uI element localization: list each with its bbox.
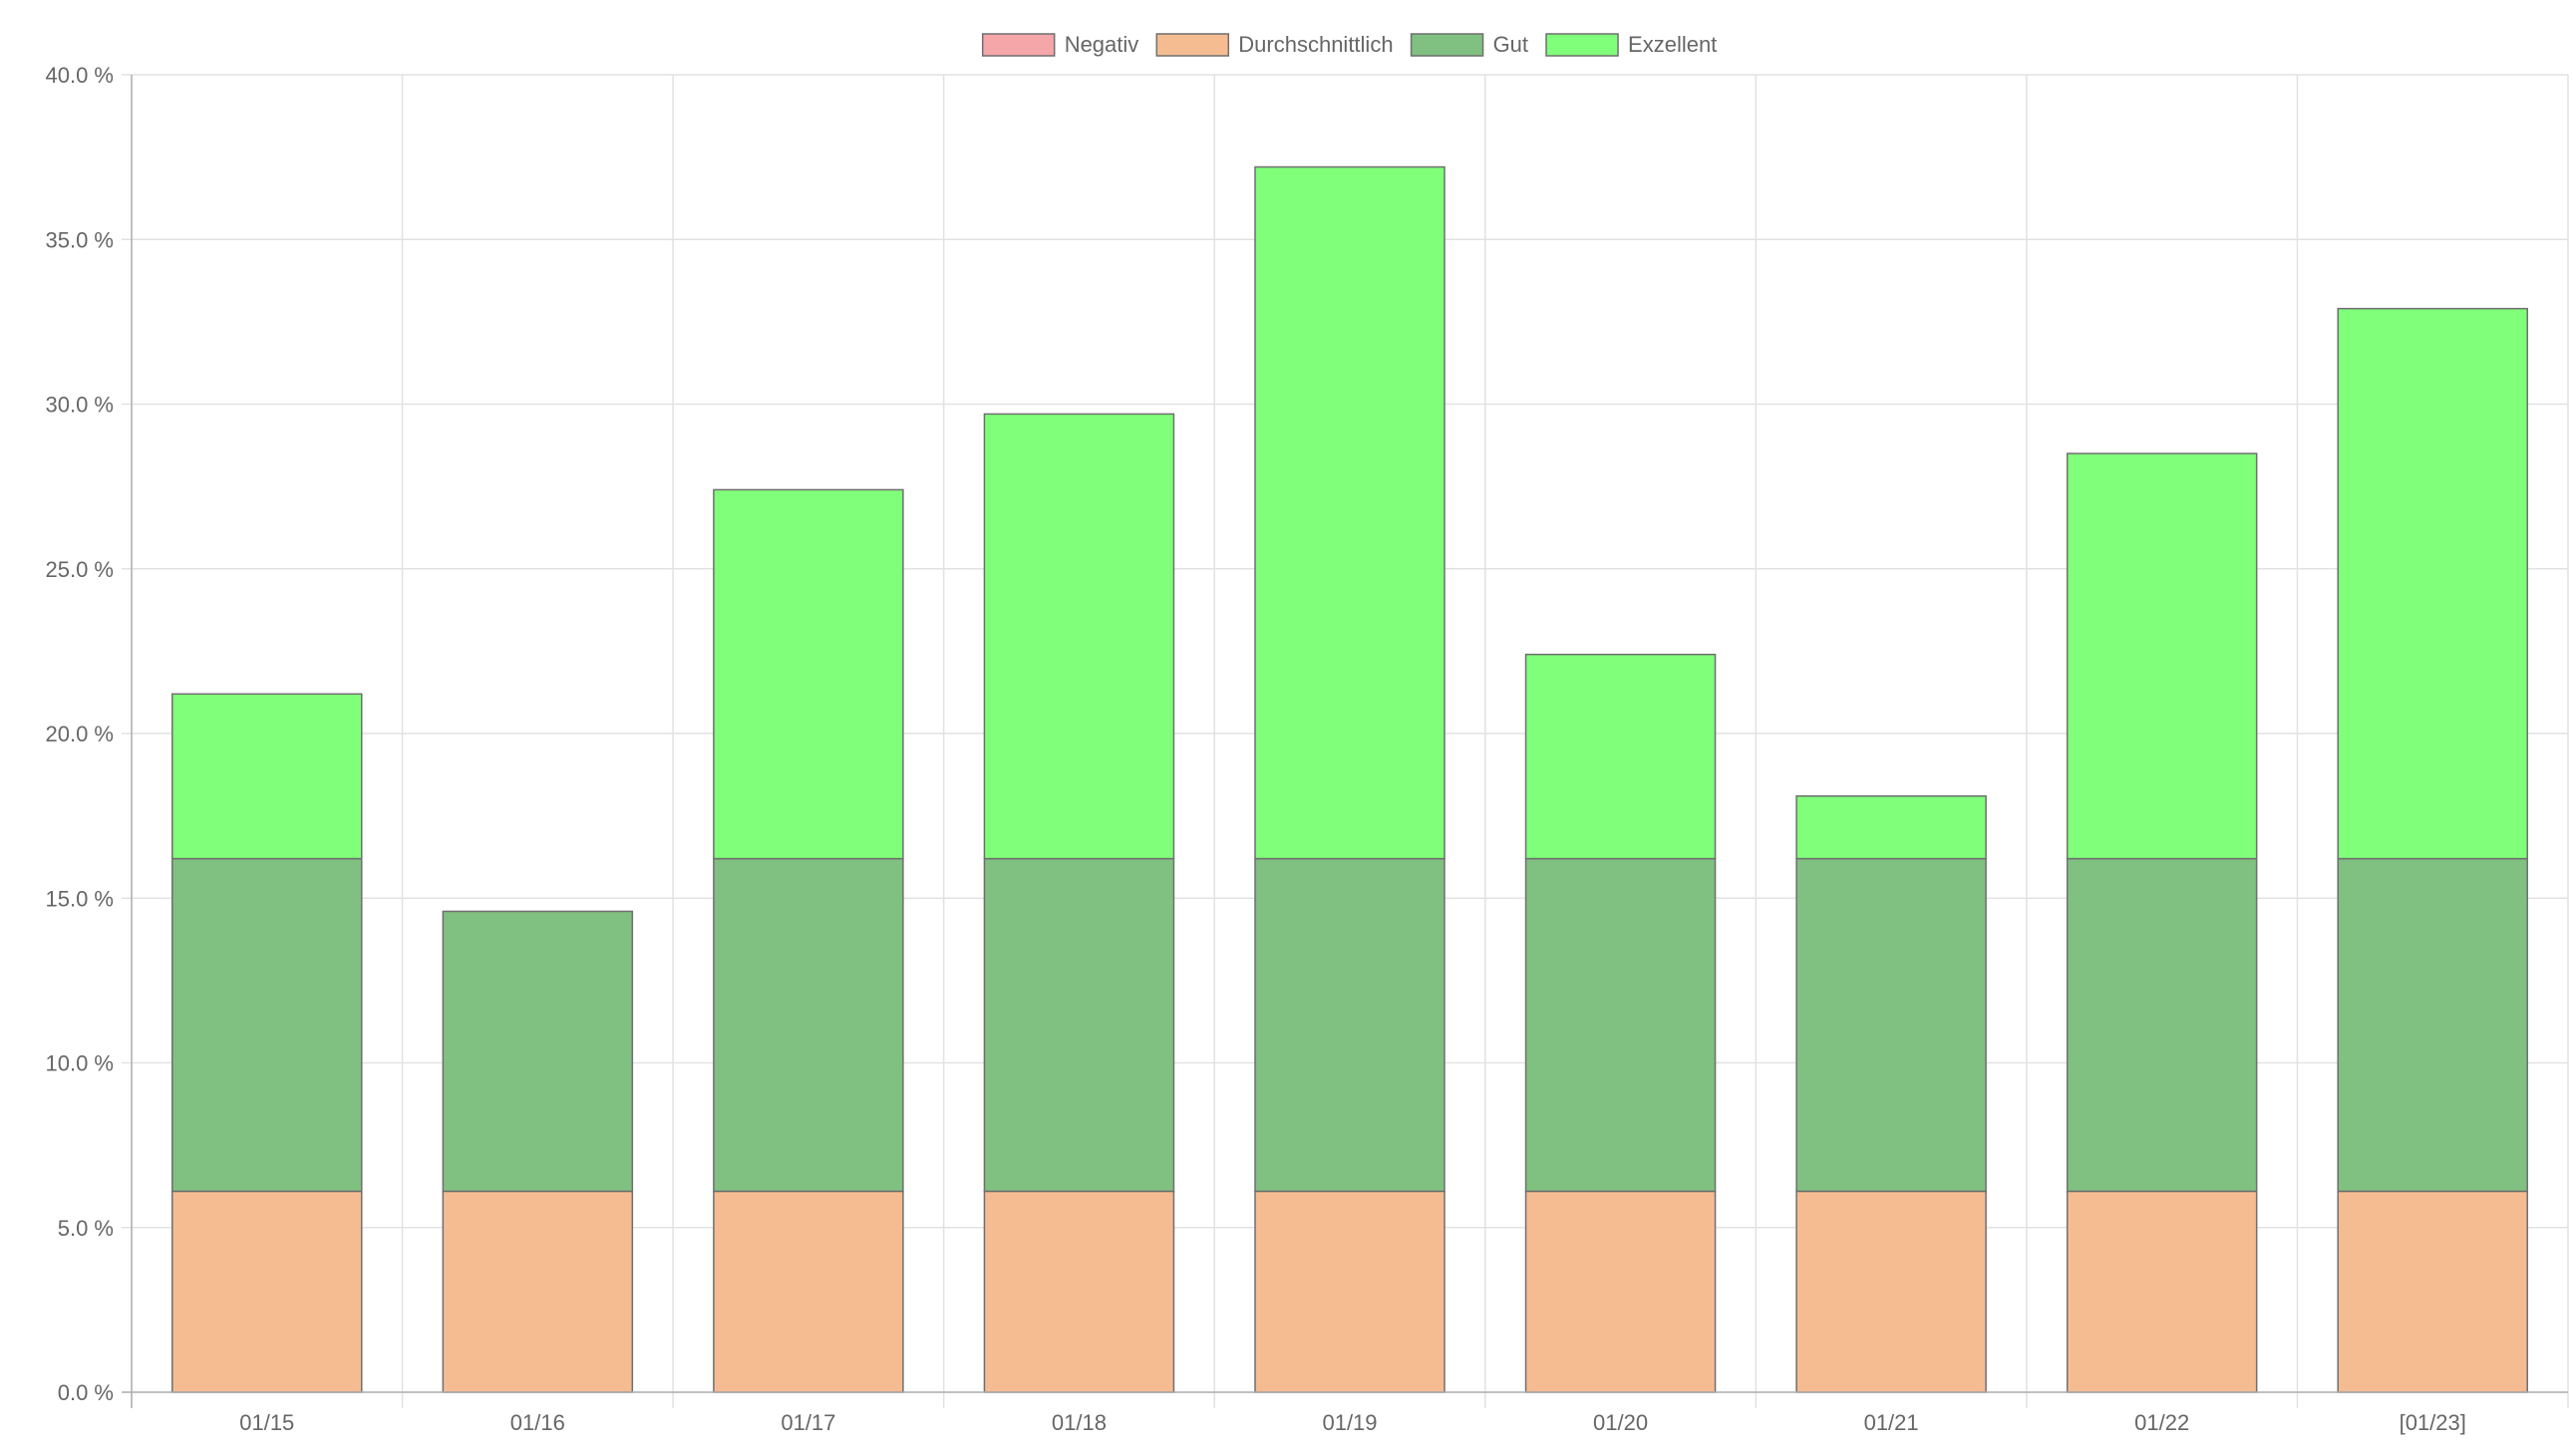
bar-segment-gut[interactable] <box>2066 857 2258 1193</box>
bar-segment-durchschnittlich[interactable] <box>713 1190 904 1393</box>
y-axis-labels: 0.0 % 5.0 % 10.0 % 15.0 % 20.0 % 25.0 % 30.0 %… <box>46 63 115 1405</box>
bar-segment-durchschnittlich[interactable] <box>983 1190 1175 1393</box>
y-tick-label: 5.0 % <box>58 1216 114 1241</box>
legend-swatch <box>1410 33 1484 57</box>
legend-item-negativ[interactable]: Negativ <box>981 32 1139 57</box>
bar-segment-durchschnittlich[interactable] <box>442 1190 634 1393</box>
legend-label: Durchschnittlich <box>1238 32 1393 57</box>
y-tick-label: 0.0 % <box>58 1380 114 1405</box>
x-tick-label: 01/20 <box>1593 1410 1648 1435</box>
y-tick-label: 35.0 % <box>46 227 115 252</box>
y-tick-label: 25.0 % <box>46 557 115 582</box>
bar-segment-exzellent[interactable] <box>2337 307 2528 860</box>
x-tick-label: 01/17 <box>781 1410 835 1435</box>
bar-segment-durchschnittlich[interactable] <box>171 1190 363 1393</box>
bar-segment-gut[interactable] <box>442 910 634 1193</box>
y-tick-label: 40.0 % <box>46 63 115 88</box>
bar-segment-exzellent[interactable] <box>983 413 1175 860</box>
x-tick-label: 01/18 <box>1052 1410 1107 1435</box>
legend-item-gut[interactable]: Gut <box>1410 32 1528 57</box>
y-tick-label: 10.0 % <box>46 1051 115 1076</box>
y-tick-label: 20.0 % <box>46 722 115 746</box>
legend-item-durchschnittlich[interactable]: Durchschnittlich <box>1155 32 1394 57</box>
bar-segment-durchschnittlich[interactable] <box>1795 1190 1987 1393</box>
bar-segment-gut[interactable] <box>713 857 904 1193</box>
y-tick-label: 15.0 % <box>46 886 115 911</box>
bar-segment-exzellent[interactable] <box>1524 653 1717 860</box>
bars <box>171 165 2528 1393</box>
bar-segment-durchschnittlich[interactable] <box>2066 1190 2258 1393</box>
bar-segment-gut[interactable] <box>1254 857 1446 1193</box>
bar-segment-gut[interactable] <box>2337 857 2528 1193</box>
legend-item-exzellent[interactable]: Exzellent <box>1545 32 1717 57</box>
bar-segment-exzellent[interactable] <box>713 488 904 860</box>
legend-label: Exzellent <box>1628 32 1717 57</box>
y-tick-label: 30.0 % <box>46 393 115 418</box>
bar-segment-durchschnittlich[interactable] <box>2337 1190 2528 1393</box>
x-tick-label: 01/19 <box>1322 1410 1377 1435</box>
bar-segment-exzellent[interactable] <box>2066 452 2258 860</box>
bar-segment-exzellent[interactable] <box>171 693 363 860</box>
legend-swatch <box>1545 33 1619 57</box>
bar-segment-durchschnittlich[interactable] <box>1254 1190 1446 1393</box>
legend: Negativ Durchschnittlich Gut Exzellent <box>981 32 1717 57</box>
legend-swatch <box>1155 33 1230 57</box>
bar-segment-durchschnittlich[interactable] <box>1524 1190 1717 1393</box>
legend-label: Gut <box>1493 32 1528 57</box>
x-tick-label: [01/23] <box>2400 1410 2466 1435</box>
bar-segment-gut[interactable] <box>1524 857 1717 1193</box>
x-tick-label: 01/22 <box>2134 1410 2189 1435</box>
axes <box>122 75 2568 1408</box>
bar-segment-exzellent[interactable] <box>1795 795 1987 860</box>
x-tick-label: 01/21 <box>1864 1410 1919 1435</box>
bar-segment-gut[interactable] <box>171 857 363 1193</box>
bar-segment-gut[interactable] <box>983 857 1175 1193</box>
bar-segment-exzellent[interactable] <box>1254 165 1446 860</box>
legend-swatch <box>981 33 1056 57</box>
bar-segment-gut[interactable] <box>1795 857 1987 1193</box>
legend-label: Negativ <box>1065 32 1139 57</box>
x-tick-label: 01/15 <box>239 1410 294 1435</box>
x-axis-labels: 01/15 01/16 01/17 01/18 01/19 01/20 01/21 01/22… <box>239 1410 2466 1435</box>
x-tick-label: 01/16 <box>510 1410 565 1435</box>
